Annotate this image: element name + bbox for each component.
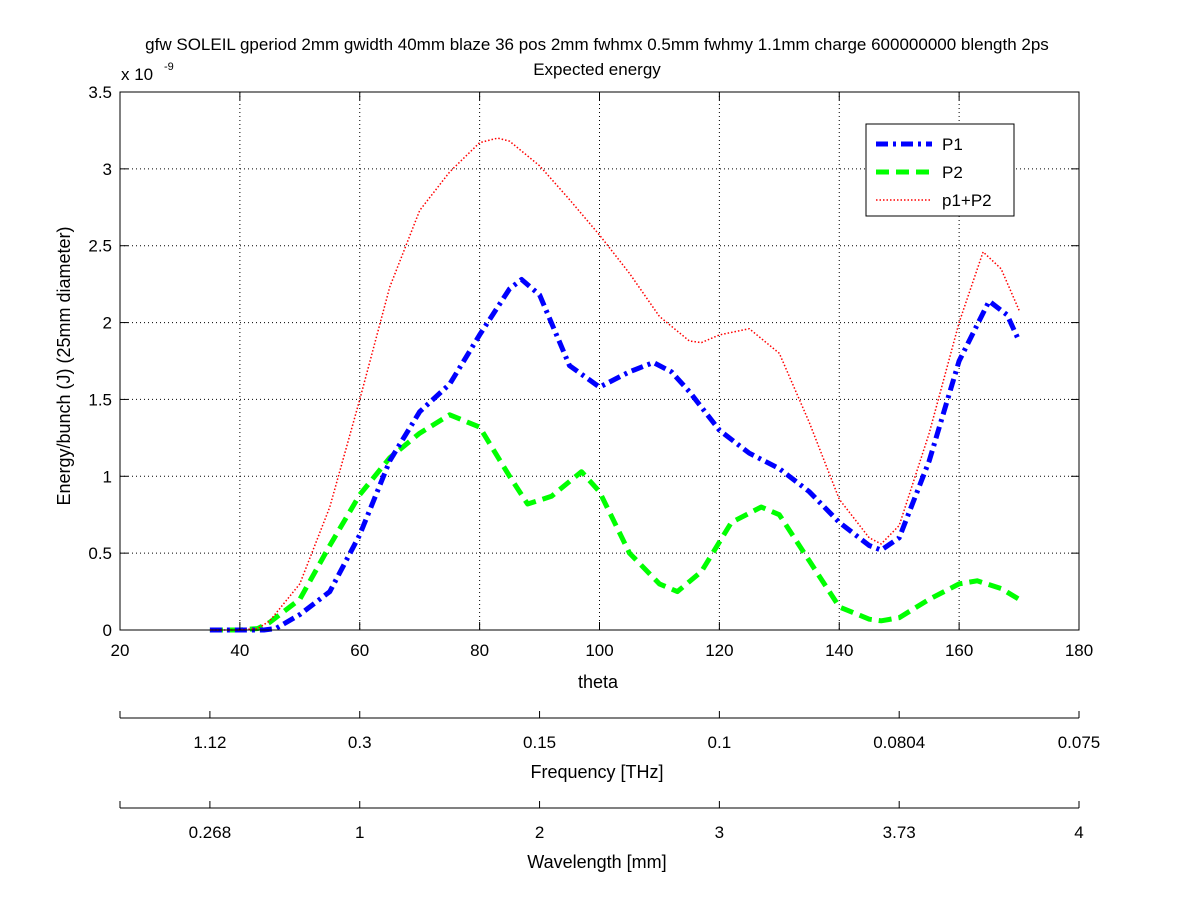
secondary-tick-label: 1.12 — [193, 733, 226, 752]
y-tick-label: 3.5 — [88, 83, 112, 102]
x-tick-label: 20 — [111, 641, 130, 660]
secondary-tick-label: 0.3 — [348, 733, 372, 752]
y-tick-label: 1 — [103, 467, 112, 486]
secondary-tick-label: 3 — [715, 823, 724, 842]
secondary-tick-label: 0.0804 — [873, 733, 925, 752]
secondary-axis-1: 1.12 0.3 0.15 0.1 0.0804 0.075 Frequency [THz] — [119, 711, 1101, 782]
legend: P1 P2 p1+P2 — [865, 123, 1015, 217]
y-tick-label: 0 — [103, 621, 112, 640]
x-tick-label: 80 — [470, 641, 489, 660]
series-line-p2 — [209, 412, 1021, 633]
x-tick-label: 180 — [1065, 641, 1093, 660]
chart-title: gfw SOLEIL gperiod 2mm gwidth 40mm blaze… — [145, 35, 1049, 54]
axis-ticks: 20 40 60 80 100 120 140 160 180 0 0.5 1 1.5 2 2.5 3 3.5 — [88, 83, 1093, 660]
x-tick-label: 120 — [705, 641, 733, 660]
secondary-tick-label: 0.075 — [1058, 733, 1101, 752]
secondary-tick-label: 2 — [535, 823, 544, 842]
legend-label-1: P1 — [942, 135, 963, 154]
secondary-tick-label: 3.73 — [883, 823, 916, 842]
secondary-tick-label: 0.268 — [189, 823, 232, 842]
legend-label-2: P2 — [942, 163, 963, 182]
series-lines — [209, 137, 1022, 633]
secondary-tick-label: 0.1 — [708, 733, 732, 752]
series-line-p1 — [209, 277, 1022, 633]
x-tick-label: 40 — [230, 641, 249, 660]
secondary-tick-label: 0.15 — [523, 733, 556, 752]
y-exponent-label: x 10 -9 — [121, 61, 174, 84]
y-exponent-power: -9 — [164, 61, 174, 73]
series-line-p1-p2 — [209, 137, 1020, 631]
secondary-axis-2: 0.268 1 2 3 3.73 4 Wavelength [mm] — [119, 801, 1084, 872]
x-tick-label: 100 — [585, 641, 613, 660]
y-tick-label: 1.5 — [88, 390, 112, 409]
y-axis-label: Energy/bunch (J) (25mm diameter) — [54, 226, 74, 505]
y-tick-label: 3 — [103, 160, 112, 179]
x-tick-label: 60 — [350, 641, 369, 660]
y-tick-label: 0.5 — [88, 544, 112, 563]
y-exponent-base: x 10 — [121, 65, 153, 84]
x-tick-label: 140 — [825, 641, 853, 660]
x-tick-label: 160 — [945, 641, 973, 660]
secondary-axis-label: Wavelength [mm] — [527, 852, 666, 872]
legend-label-3: p1+P2 — [942, 191, 992, 210]
chart-subtitle: Expected energy — [533, 60, 661, 79]
secondary-tick-label: 1 — [355, 823, 364, 842]
y-tick-label: 2 — [103, 314, 112, 333]
secondary-axis-label: Frequency [THz] — [530, 762, 663, 782]
x-axis-label: theta — [578, 672, 619, 692]
y-tick-label: 2.5 — [88, 237, 112, 256]
secondary-tick-label: 4 — [1074, 823, 1083, 842]
secondary-axes: 1.12 0.3 0.15 0.1 0.0804 0.075 Frequency [THz]… — [119, 711, 1101, 872]
